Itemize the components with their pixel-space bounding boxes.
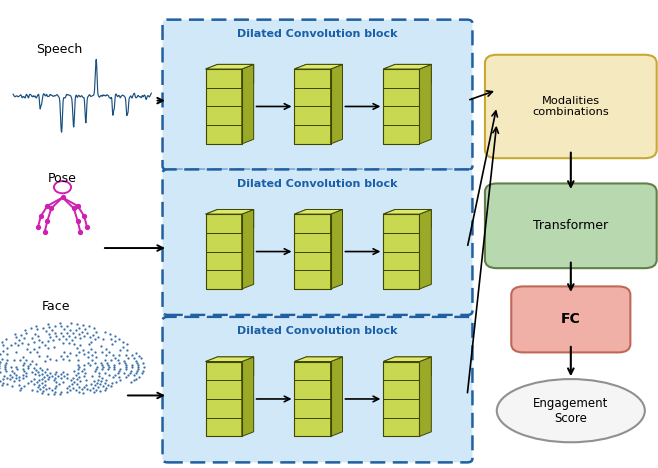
Polygon shape	[205, 252, 242, 270]
Polygon shape	[294, 361, 330, 380]
Polygon shape	[242, 65, 254, 144]
Polygon shape	[205, 417, 242, 436]
Text: Speech: Speech	[36, 43, 82, 56]
Polygon shape	[205, 357, 254, 361]
FancyBboxPatch shape	[163, 317, 472, 462]
Polygon shape	[420, 65, 432, 88]
Polygon shape	[242, 357, 254, 436]
Polygon shape	[294, 88, 330, 107]
Polygon shape	[294, 233, 330, 251]
Polygon shape	[205, 399, 242, 417]
Polygon shape	[330, 357, 342, 436]
Ellipse shape	[497, 379, 645, 442]
Text: Face: Face	[41, 300, 70, 313]
Polygon shape	[294, 252, 330, 270]
Polygon shape	[420, 65, 432, 144]
Polygon shape	[383, 65, 432, 69]
Polygon shape	[330, 210, 342, 289]
Polygon shape	[383, 252, 420, 270]
Polygon shape	[294, 125, 330, 144]
Polygon shape	[383, 106, 420, 125]
Polygon shape	[294, 270, 330, 289]
Polygon shape	[383, 270, 420, 289]
Polygon shape	[205, 270, 242, 289]
Polygon shape	[330, 65, 342, 88]
Polygon shape	[294, 357, 342, 361]
Polygon shape	[294, 210, 342, 214]
Text: Dilated Convolution block: Dilated Convolution block	[238, 326, 397, 336]
Text: Dilated Convolution block: Dilated Convolution block	[238, 179, 397, 189]
Polygon shape	[294, 65, 342, 69]
Polygon shape	[294, 380, 330, 399]
Polygon shape	[420, 357, 432, 380]
Polygon shape	[242, 65, 254, 88]
FancyBboxPatch shape	[485, 183, 657, 268]
Polygon shape	[330, 210, 342, 233]
Polygon shape	[294, 65, 342, 69]
Polygon shape	[294, 69, 330, 88]
Polygon shape	[383, 380, 420, 399]
Polygon shape	[205, 214, 242, 233]
FancyBboxPatch shape	[163, 20, 472, 170]
Polygon shape	[205, 357, 254, 361]
Polygon shape	[205, 69, 242, 88]
Polygon shape	[205, 106, 242, 125]
Polygon shape	[330, 357, 342, 380]
Polygon shape	[294, 399, 330, 417]
Polygon shape	[420, 210, 432, 233]
Polygon shape	[205, 210, 254, 214]
Polygon shape	[294, 214, 330, 233]
Polygon shape	[294, 106, 330, 125]
Polygon shape	[205, 210, 254, 214]
FancyBboxPatch shape	[511, 286, 630, 352]
Polygon shape	[383, 233, 420, 251]
Polygon shape	[205, 65, 254, 69]
Polygon shape	[420, 357, 432, 436]
Polygon shape	[383, 399, 420, 417]
Text: Dilated Convolution block: Dilated Convolution block	[238, 29, 397, 39]
Polygon shape	[383, 361, 420, 380]
Text: Transformer: Transformer	[533, 219, 609, 232]
Polygon shape	[205, 125, 242, 144]
Polygon shape	[383, 125, 420, 144]
Polygon shape	[205, 65, 254, 69]
Polygon shape	[205, 88, 242, 107]
Polygon shape	[205, 233, 242, 251]
Polygon shape	[205, 380, 242, 399]
Text: Pose: Pose	[48, 172, 77, 185]
Polygon shape	[330, 65, 342, 144]
Polygon shape	[205, 361, 242, 380]
Polygon shape	[383, 210, 432, 214]
Polygon shape	[383, 357, 432, 361]
Polygon shape	[383, 210, 432, 214]
Polygon shape	[294, 357, 342, 361]
FancyBboxPatch shape	[485, 55, 657, 158]
Polygon shape	[383, 357, 432, 361]
Polygon shape	[383, 417, 420, 436]
Polygon shape	[383, 88, 420, 107]
Polygon shape	[420, 210, 432, 289]
Text: Modalities
combinations: Modalities combinations	[532, 95, 609, 117]
Polygon shape	[383, 214, 420, 233]
Polygon shape	[242, 210, 254, 289]
Polygon shape	[383, 65, 432, 69]
FancyBboxPatch shape	[163, 169, 472, 315]
Polygon shape	[383, 69, 420, 88]
Polygon shape	[294, 210, 342, 214]
Polygon shape	[294, 417, 330, 436]
Polygon shape	[242, 210, 254, 233]
Polygon shape	[242, 357, 254, 380]
Text: Engagement
Score: Engagement Score	[533, 397, 609, 424]
Text: FC: FC	[561, 313, 581, 326]
